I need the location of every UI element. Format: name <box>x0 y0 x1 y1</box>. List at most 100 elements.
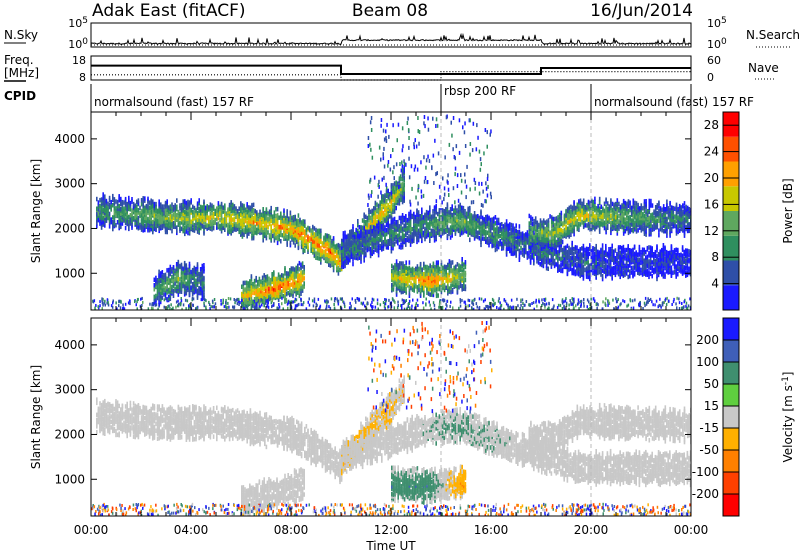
echo-cell <box>126 209 128 214</box>
echo-cell <box>320 239 322 244</box>
echo-cell <box>188 215 191 221</box>
echo-cell <box>280 211 282 216</box>
echo-cell <box>198 225 200 231</box>
echo-cell <box>251 212 253 217</box>
echo-cell <box>259 230 261 236</box>
echo-cell <box>371 228 373 234</box>
echo-cell <box>586 223 588 228</box>
echo-cell <box>531 245 534 250</box>
echo-cell <box>389 223 391 229</box>
echo-cell <box>365 219 367 225</box>
echo-cell <box>590 226 593 231</box>
echo-cell <box>385 242 388 248</box>
echo-cell <box>158 216 160 222</box>
echo-cell <box>558 246 561 251</box>
echo-cell <box>315 255 317 260</box>
echo-cell <box>563 245 565 251</box>
echo-cell <box>421 219 423 225</box>
echo-cell <box>392 207 394 213</box>
echo-cell <box>318 239 320 244</box>
echo-cell <box>664 245 666 250</box>
echo-cell <box>626 206 628 211</box>
echo-cell <box>369 209 372 215</box>
echo-cell <box>366 215 369 221</box>
echo-cell <box>670 268 673 273</box>
echo-cell <box>667 259 669 264</box>
echo-cell <box>320 252 322 257</box>
echo-cell <box>629 269 631 274</box>
echo-cell <box>161 207 164 212</box>
echo-cell <box>342 247 345 253</box>
echo-cell <box>357 256 359 261</box>
echo-cell <box>523 249 525 254</box>
echo-cell <box>315 239 317 244</box>
echo-cell <box>413 223 415 228</box>
echo-cell <box>582 210 585 216</box>
echo-cell <box>416 208 418 213</box>
echo-cell <box>419 234 421 239</box>
echo-cell <box>373 228 375 234</box>
echo-cell <box>387 221 389 226</box>
echo-cell <box>121 207 124 212</box>
echo-cell <box>550 247 553 252</box>
echo-cell <box>579 247 581 252</box>
echo-cell <box>592 258 594 263</box>
echo-cell <box>616 270 618 275</box>
echo-cell <box>477 221 479 226</box>
echo-cell <box>446 226 449 232</box>
echo-cell <box>670 270 673 276</box>
echo-cell <box>560 221 563 227</box>
echo-cell <box>387 230 389 235</box>
echo-cell <box>459 228 461 233</box>
echo-cell <box>180 205 183 211</box>
echo-cell <box>608 261 610 266</box>
echo-cell <box>324 252 327 257</box>
echo-cell <box>578 205 580 210</box>
echo-cell <box>363 249 365 254</box>
echo-cell <box>528 244 531 249</box>
echo-cell <box>533 257 535 262</box>
echo-cell <box>368 246 370 251</box>
echo-cell <box>166 215 168 220</box>
echo-cell <box>624 268 626 273</box>
echo-cell <box>601 276 604 282</box>
echo-cell <box>336 248 338 254</box>
echo-cell <box>256 210 258 215</box>
echo-cell <box>265 235 268 241</box>
echo-cell <box>397 227 399 232</box>
echo-cell <box>568 248 570 253</box>
echo-cell <box>538 229 540 234</box>
echo-cell <box>552 239 555 244</box>
echo-cell <box>520 231 522 237</box>
echo-cell <box>190 198 192 203</box>
echo-cell <box>488 238 490 244</box>
echo-cell <box>392 196 394 201</box>
echo-cell <box>547 223 550 228</box>
echo-cell <box>316 241 319 247</box>
echo-cell <box>464 213 466 218</box>
echo-cell <box>645 264 647 269</box>
echo-cell <box>96 210 98 216</box>
echo-cell <box>565 224 567 229</box>
echo-cell <box>339 250 341 255</box>
echo-cell <box>168 217 170 222</box>
echo-cell <box>449 230 452 235</box>
echo-cell <box>288 233 290 239</box>
echo-cell <box>638 266 641 272</box>
echo-cell <box>451 206 453 212</box>
echo-cell <box>113 218 116 223</box>
echo-cell <box>144 209 146 214</box>
echo-cell <box>547 233 550 239</box>
echo-cell <box>389 237 391 242</box>
echo-cell <box>259 224 261 230</box>
echo-cell <box>657 267 660 272</box>
echo-cell <box>624 217 627 222</box>
echo-cell <box>216 213 218 218</box>
echo-cell <box>294 238 296 243</box>
echo-cell <box>365 233 367 238</box>
echo-cell <box>656 254 658 259</box>
echo-cell <box>688 253 690 258</box>
echo-cell <box>581 252 583 257</box>
echo-cell <box>413 229 415 235</box>
echo-cell <box>480 214 482 219</box>
